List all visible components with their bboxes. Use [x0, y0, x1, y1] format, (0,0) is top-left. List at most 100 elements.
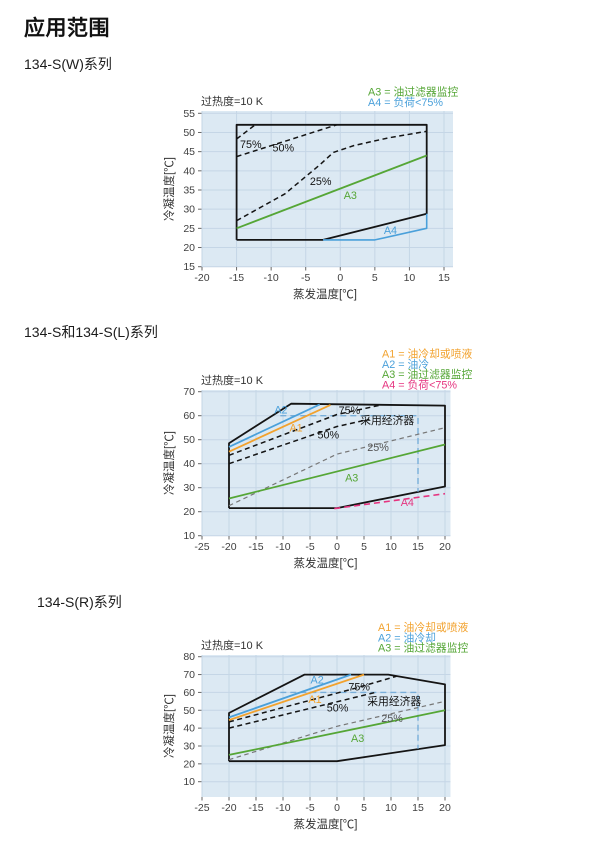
series-A2-oil-cooling — [228, 673, 352, 719]
legend-item: A2 = 油冷 — [382, 357, 429, 371]
x-tick-label: 10 — [385, 541, 397, 553]
y-tick-label: 40 — [183, 723, 195, 735]
y-tick-label: 70 — [183, 386, 195, 398]
y-tick-label: 80 — [183, 651, 195, 663]
plot-label: A3 — [351, 733, 364, 745]
operating-envelope — [235, 123, 428, 241]
plot-panel — [202, 111, 453, 267]
x-tick-label: 0 — [337, 272, 343, 284]
legend-item: A1 = 油冷却或喷液 — [382, 347, 472, 361]
superheat-note: 过热度=10 K — [201, 638, 264, 652]
plot-label: 50% — [318, 430, 340, 442]
plot-label: 75% — [348, 681, 370, 693]
x-tick-label: 0 — [334, 541, 340, 553]
x-tick-label: -25 — [194, 802, 209, 814]
x-tick-label: 5 — [372, 272, 378, 284]
x-tick-label: 15 — [438, 272, 450, 284]
plot-label: A4 — [384, 225, 397, 237]
y-tick-label: 20 — [183, 758, 195, 770]
y-axis-title: 冷凝温度[℃] — [162, 431, 176, 495]
x-axis-title: 蒸发温度[℃] — [294, 556, 358, 570]
y-axis-title: 冷凝温度[℃] — [162, 157, 176, 221]
legend-item: A1 = 油冷却或喷液 — [378, 620, 468, 634]
y-tick-label: 45 — [183, 146, 195, 158]
plot-label: 50% — [327, 703, 349, 715]
y-tick-label: 15 — [183, 261, 195, 273]
y-axis-title: 冷凝温度[℃] — [162, 694, 176, 758]
y-tick-label: 20 — [183, 242, 195, 254]
series-economizer-boundary — [280, 415, 419, 492]
series-A1-oil-cooling-or-liquid-injection — [228, 673, 365, 721]
x-tick-label: 5 — [361, 541, 367, 553]
series-load-25pct-limit — [236, 130, 427, 222]
plot-label: A2 — [311, 675, 324, 687]
y-tick-label: 35 — [183, 185, 195, 197]
x-tick-label: 5 — [361, 802, 367, 814]
y-tick-label: 70 — [183, 669, 195, 681]
x-tick-label: 10 — [404, 272, 416, 284]
chart-134-S(R): -25 -20 -15 -10 -5 0 5 10 15 20 10 20 30 40 50 60 70 80 过热… — [162, 620, 468, 831]
series-A3-oil-filter-monitoring — [228, 709, 446, 756]
y-tick-label: 40 — [183, 165, 195, 177]
x-tick-label: -15 — [248, 541, 263, 553]
x-tick-label: -20 — [221, 541, 236, 553]
y-tick-label: 20 — [183, 506, 195, 518]
plot-label: 25% — [367, 442, 389, 454]
legend-item: A2 = 油冷却 — [378, 630, 436, 644]
plot-panel — [202, 390, 451, 536]
legend-item: A4 = 负荷<75% — [382, 377, 457, 391]
x-axis-title: 蒸发温度[℃] — [293, 287, 357, 301]
x-tick-label: -10 — [264, 272, 279, 284]
plot-label: 75% — [240, 139, 262, 151]
y-tick-label: 25 — [183, 223, 195, 235]
series-A1-oil-cooling-or-liquid-injection — [228, 404, 331, 453]
y-tick-label: 30 — [183, 204, 195, 216]
superheat-note: 过热度=10 K — [201, 94, 264, 108]
plot-label: 50% — [273, 143, 295, 155]
plot-label: 采用经济器 — [367, 694, 421, 708]
legend-item: A3 = 油过滤器监控 — [382, 367, 472, 381]
chart-134-S(W): -20 -15 -10 -5 0 5 10 15 15 20 25 30 35 40 45 50 55 过热度=1… — [162, 85, 458, 302]
section-heading-134s-134sl: 134-S和134-S(L)系列 — [24, 324, 158, 340]
x-tick-label: 20 — [439, 541, 451, 553]
x-axis-title: 蒸发温度[℃] — [294, 817, 358, 831]
plot-label: 75% — [339, 405, 361, 417]
legend-item: A3 = 油过滤器监控 — [378, 641, 468, 655]
x-tick-label: -15 — [248, 802, 263, 814]
x-tick-label: -10 — [275, 541, 290, 553]
y-tick-label: 50 — [183, 705, 195, 717]
section-heading-134sr: 134-S(R)系列 — [37, 594, 122, 610]
y-tick-label: 50 — [183, 127, 195, 139]
series-load-25pct-limit — [228, 427, 446, 507]
series-load-50pct-limit — [236, 124, 338, 158]
series-economizer-boundary — [280, 691, 419, 749]
y-tick-label: 50 — [183, 434, 195, 446]
x-tick-label: 20 — [439, 802, 451, 814]
superheat-note: 过热度=10 K — [201, 373, 264, 387]
chart-134-S / 134-S(L): -25 -20 -15 -10 -5 0 5 10 15 20 10 20 30 40 50 60 70 过热度=… — [162, 347, 472, 571]
plot-label: A3 — [345, 473, 358, 485]
x-tick-label: 15 — [412, 541, 424, 553]
section-heading-134sw: 134-S(W)系列 — [24, 56, 112, 72]
plot-label: A4 — [401, 497, 414, 509]
x-tick-label: -5 — [305, 541, 314, 553]
series-load-50pct-limit — [228, 418, 370, 465]
operating-envelope — [228, 673, 446, 763]
series-A3-oil-filter-monitoring — [236, 154, 428, 230]
y-tick-label: 30 — [183, 482, 195, 494]
x-tick-label: -15 — [229, 272, 244, 284]
series-A3-oil-filter-monitoring — [228, 443, 446, 500]
series-load-75pct-limit — [236, 124, 256, 140]
x-tick-label: -25 — [194, 541, 209, 553]
series-load-25pct-limit — [228, 700, 446, 761]
x-tick-label: 10 — [385, 802, 397, 814]
plot-label: 25% — [381, 713, 403, 725]
x-tick-label: 15 — [412, 802, 424, 814]
plot-label: 25% — [310, 176, 332, 188]
y-tick-label: 40 — [183, 458, 195, 470]
legend-item: A3 = 油过滤器监控 — [368, 85, 458, 99]
series-A2-oil-cooling — [228, 403, 321, 448]
x-tick-label: 0 — [334, 802, 340, 814]
x-tick-label: -20 — [221, 802, 236, 814]
